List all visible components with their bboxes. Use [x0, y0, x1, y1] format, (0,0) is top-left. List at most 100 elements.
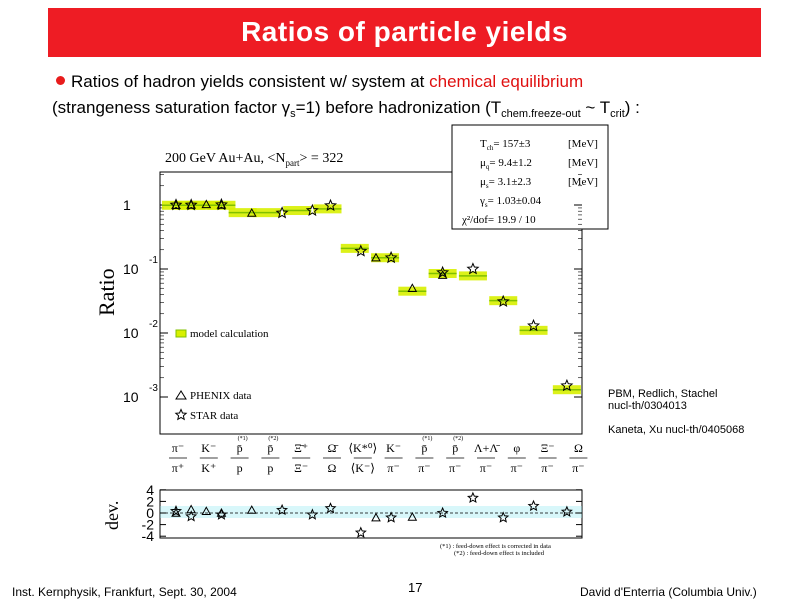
dev-star-point [306, 508, 319, 520]
category-numerator: Ξ̄⁺ [294, 441, 308, 455]
fit-param-4: χ²/dof= 19.9 / 10 [461, 214, 536, 226]
y-axis-ticks: 1 10 -1 10 -2 10 -3 [123, 174, 582, 405]
category-denominator: Ξ⁻ [294, 461, 308, 475]
dev-star-point [497, 511, 510, 523]
fit-param-1: μq= 9.4±1.2 [480, 157, 532, 171]
bullet-dot-icon [56, 76, 65, 85]
ref-line-2: nucl-th/0304013 [608, 400, 687, 412]
phenix-point [171, 200, 181, 209]
category-numerator: Λ+Λ̄ [474, 441, 500, 455]
category-denominator: π⁻ [387, 461, 399, 475]
bullet-line-2: (strangeness saturation factor γs=1) bef… [52, 98, 640, 120]
fit-params-box [451, 124, 609, 230]
main-plot-frame [159, 171, 583, 435]
phenix-series [171, 199, 448, 292]
category-denominator: π⁻ [449, 461, 461, 475]
gamma-subscript: s [290, 108, 296, 120]
dev-plot-frame [159, 489, 583, 539]
footer-author: David d'Enterria (Columbia Univ.) [580, 585, 757, 599]
dev-star-point [385, 511, 398, 523]
category-note: (*1) [422, 435, 432, 442]
phenix-point [437, 270, 448, 279]
star-point [496, 294, 510, 308]
gamma-symbol: γ [281, 98, 291, 117]
category-numerator: p̄ [237, 441, 243, 455]
star-point [324, 198, 338, 212]
bullet-text: Ratios of hadron yields consistent w/ sy… [71, 72, 430, 91]
legend-phenix-marker [175, 390, 187, 400]
category-denominator: π⁻ [418, 461, 430, 475]
y-axis-label: Ratio [94, 268, 119, 316]
dev-phenix-point [201, 506, 212, 515]
dev-points [169, 491, 573, 538]
dev-star-point [354, 526, 367, 538]
bullet-highlight: chemical equilibrium [429, 72, 584, 91]
y-tick-exponent: -3 [149, 383, 158, 394]
legend: model calculation PHENIX data STAR data [174, 328, 269, 422]
dev-star-point [324, 502, 337, 514]
fit-param-unit-2: [MeV] [568, 176, 598, 188]
category-denominator: π⁻ [541, 461, 553, 475]
t-subscript-2: crit [610, 108, 625, 120]
legend-star-label: STAR data [190, 410, 238, 422]
dev-star-point [527, 499, 540, 512]
title-bar: Ratios of particle yields [48, 8, 761, 57]
category-denominator: ⟨K⁻⟩ [351, 461, 375, 475]
page-number: 17 [408, 580, 423, 595]
category-numerator: Ω [574, 441, 583, 455]
category-numerator: π⁻ [172, 441, 184, 455]
references: PBM, Redlich, Stachel nucl-th/0304013 Ka… [608, 388, 744, 436]
y-tick-label: 10 [123, 261, 139, 277]
fit-param-0: Tch= 157±3 [480, 138, 531, 152]
category-note: (*2) [268, 435, 278, 442]
dev-star-point [560, 505, 573, 517]
line2-part-a: (strangeness saturation factor [52, 98, 282, 117]
fit-params: Tch= 157±3 [MeV] μq= 9.4±1.2 [MeV] μs= 3.1±2… [461, 138, 598, 226]
dev-tick-label: 4 [146, 482, 154, 498]
ref-line-1: PBM, Redlich, Stachel [608, 388, 718, 400]
category-numerator: p̄ [267, 441, 273, 455]
bullet-line-1: Ratios of hadron yields consistent w/ sy… [56, 72, 583, 92]
dev-tick-label: 0 [146, 505, 154, 521]
y-tick-label: 10 [123, 389, 139, 405]
dev-star-point [185, 510, 198, 522]
category-denominator: p [267, 461, 273, 475]
star-point [527, 318, 541, 332]
star-point [169, 198, 183, 211]
star-point [436, 265, 450, 279]
legend-star-marker [174, 408, 188, 421]
star-point [560, 378, 574, 392]
category-note: (*1) [238, 435, 248, 442]
line2-tilde: ~ T [580, 98, 611, 117]
footnote-1: (*1) : feed-down effect is corrected in … [440, 543, 551, 550]
dev-tick-label: -2 [142, 517, 155, 533]
category-denominator: p [237, 461, 243, 475]
phenix-point [371, 252, 381, 262]
dev-star-point [466, 491, 479, 504]
category-numerator: Ω̄ [328, 441, 339, 455]
plot-title: 200 GeV Au+Au, <Npart> = 322 [165, 151, 343, 168]
star-point [275, 206, 289, 219]
category-denominator: π⁺ [172, 461, 184, 475]
fit-param-unit-0: [MeV] [568, 138, 598, 150]
fit-param-2: μs= 3.1±2.3 [480, 176, 532, 190]
dev-star-point [169, 505, 183, 517]
phenix-point [407, 283, 418, 292]
y-tick-exponent: -1 [149, 255, 158, 266]
dev-tick-label: 2 [146, 493, 154, 509]
category-denominator: Ω [328, 461, 337, 475]
dev-star-point [215, 508, 228, 520]
dev-star-point [276, 503, 289, 516]
legend-model-label: model calculation [190, 328, 269, 340]
dev-axis-ticks: 420-2-4 [142, 482, 582, 544]
dev-axis-label: dev. [102, 501, 122, 530]
category-numerator: K⁻ [201, 441, 216, 455]
star-series [169, 197, 574, 392]
category-numerator: p̄ [452, 441, 458, 455]
category-numerator: p̄ [421, 441, 427, 455]
star-point [384, 250, 398, 264]
phenix-point [216, 199, 227, 209]
category-denominator: π⁻ [572, 461, 584, 475]
dev-tick-label: -4 [142, 528, 155, 544]
phenix-point [246, 207, 257, 217]
